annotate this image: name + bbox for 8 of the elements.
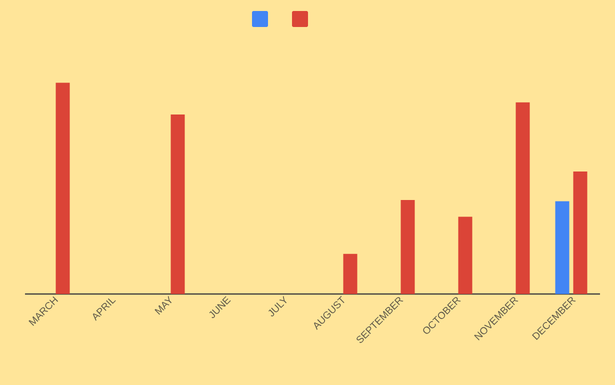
bar [170, 114, 185, 294]
bar [343, 254, 358, 294]
bar [573, 171, 588, 294]
bar [56, 82, 70, 294]
bar [555, 201, 570, 294]
bar [400, 200, 415, 294]
bar [516, 102, 530, 294]
bar [458, 216, 472, 294]
